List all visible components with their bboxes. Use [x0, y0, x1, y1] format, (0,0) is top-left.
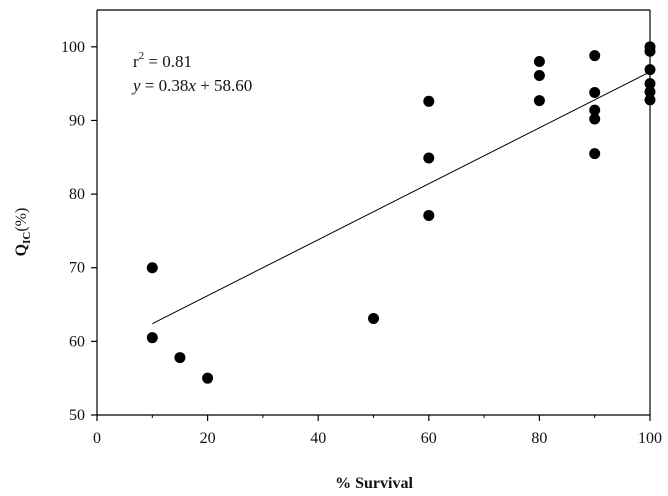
annotation-eq-y: y: [131, 76, 141, 95]
data-point: [423, 209, 435, 221]
y-axis-ticks: 50 60 70 80 90 100: [61, 39, 97, 424]
data-point: [202, 372, 214, 384]
y-tick-label: 50: [69, 407, 85, 424]
data-point: [423, 95, 435, 107]
data-point: [533, 95, 545, 107]
y-axis-title-main: Q: [13, 244, 30, 256]
data-point: [644, 94, 656, 106]
y-tick-label: 80: [69, 186, 85, 203]
x-tick-label: 20: [200, 430, 216, 447]
data-point: [146, 262, 158, 274]
data-point: [368, 313, 379, 325]
regression-line: [152, 71, 651, 325]
data-points: [146, 41, 656, 384]
y-axis-title-subscript: IC: [21, 232, 33, 244]
data-point: [644, 78, 656, 90]
data-point: [644, 64, 656, 76]
data-point: [589, 104, 601, 116]
x-tick-label: 100: [638, 430, 662, 447]
data-point: [533, 70, 545, 82]
y-tick-label: 100: [61, 39, 85, 56]
data-point: [174, 352, 186, 364]
annotation-eq-x: x: [187, 76, 196, 95]
data-point: [589, 113, 601, 125]
annotation-eq-slope: = 0.38: [141, 76, 189, 95]
plot-frame: [96, 9, 651, 416]
y-axis-title-rest: (%): [13, 208, 30, 232]
annotation-equation: y = 0.38x + 58.60: [131, 76, 252, 95]
x-axis-title: % Survival: [335, 475, 413, 492]
data-point: [589, 148, 601, 160]
y-tick-label: 60: [69, 333, 85, 350]
data-point: [644, 86, 656, 98]
regression-line-layer: [152, 71, 651, 325]
data-point: [423, 152, 435, 164]
data-point: [533, 56, 545, 68]
x-axis-ticks: 0 20 40 60 80 100: [93, 415, 662, 447]
data-point: [589, 50, 601, 62]
y-tick-label: 70: [69, 260, 85, 277]
annotation-eq-intercept: + 58.60: [196, 76, 252, 95]
data-point: [644, 45, 656, 57]
y-tick-label: 90: [69, 112, 85, 129]
x-tick-label: 80: [531, 430, 547, 447]
annotation-r-symbol: r: [133, 52, 139, 71]
annotation-r-superscript: 2: [139, 50, 145, 62]
y-axis-title: QIC(%): [13, 208, 33, 257]
annotation-r-squared-value: = 0.81: [144, 52, 192, 71]
x-tick-label: 0: [93, 430, 101, 447]
x-tick-label: 60: [421, 430, 437, 447]
annotation-r-squared: r2 = 0.81: [133, 50, 192, 71]
data-point: [589, 86, 601, 98]
data-point: [146, 332, 158, 344]
x-tick-label: 40: [310, 430, 326, 447]
